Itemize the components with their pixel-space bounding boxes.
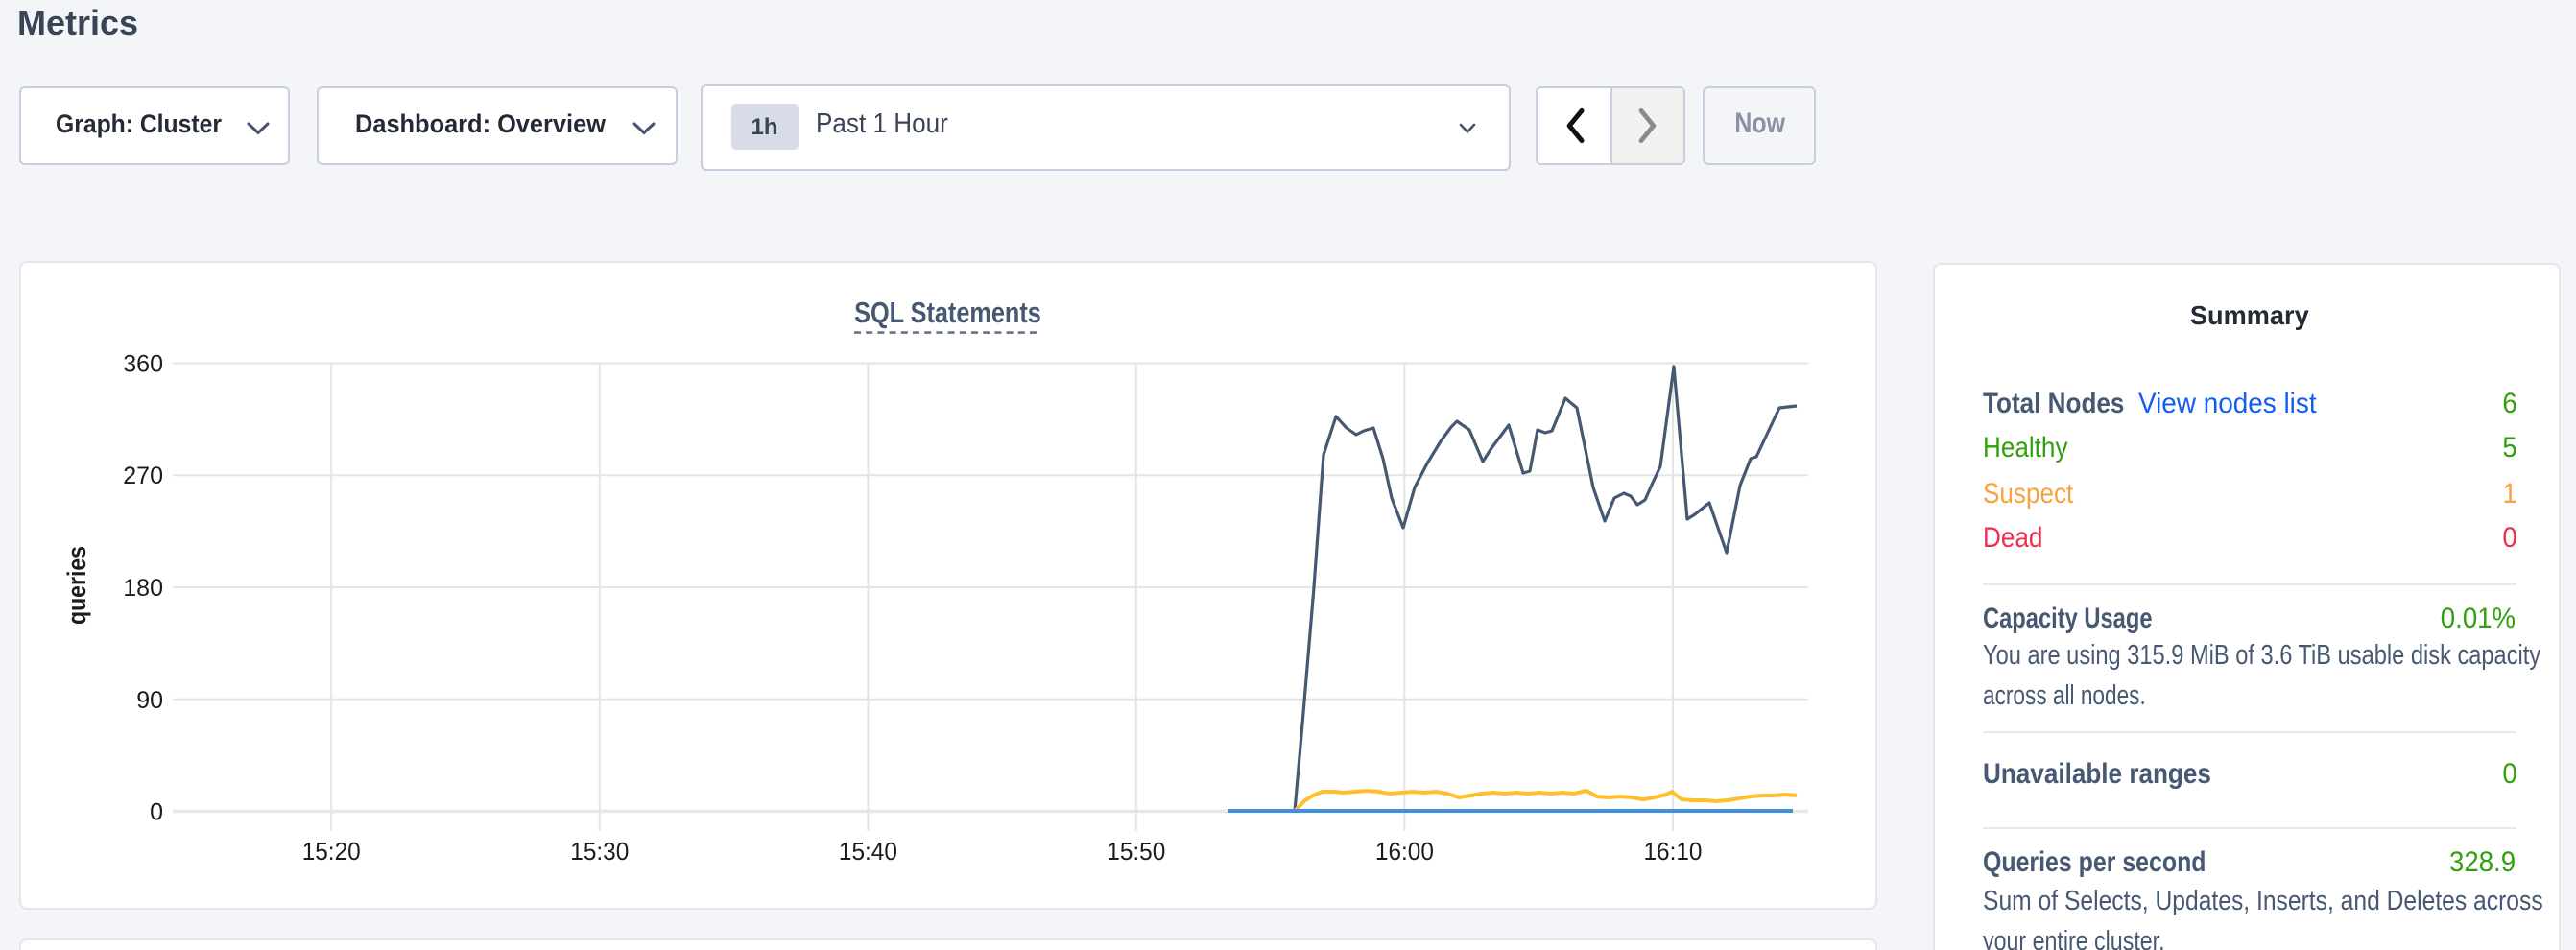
svg-text:0: 0 xyxy=(150,799,163,826)
svg-text:15:20: 15:20 xyxy=(302,837,361,866)
svg-text:270: 270 xyxy=(123,463,163,489)
svg-text:90: 90 xyxy=(136,687,163,714)
svg-text:15:40: 15:40 xyxy=(839,837,897,866)
svg-text:180: 180 xyxy=(123,575,163,602)
svg-text:16:00: 16:00 xyxy=(1375,837,1434,866)
svg-text:16:10: 16:10 xyxy=(1644,837,1703,866)
svg-text:queries: queries xyxy=(62,546,91,625)
svg-text:15:50: 15:50 xyxy=(1107,837,1165,866)
svg-text:360: 360 xyxy=(123,351,163,378)
svg-text:15:30: 15:30 xyxy=(570,837,629,866)
